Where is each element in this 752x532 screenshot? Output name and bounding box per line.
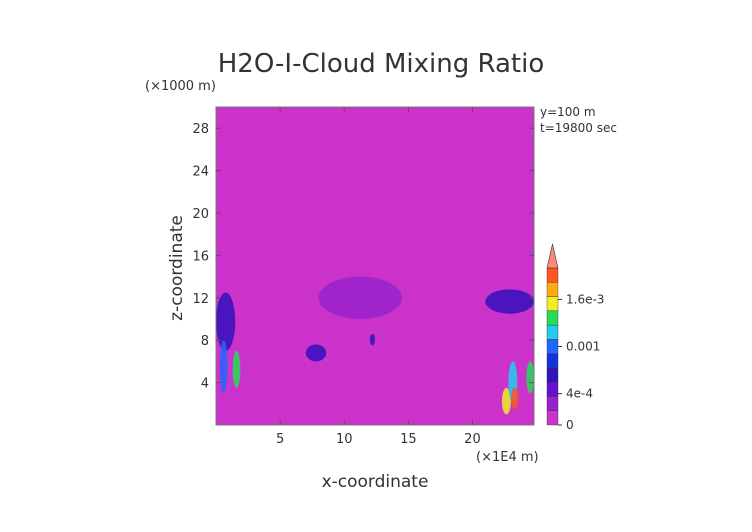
- y-axis-unit: (×1000 m): [145, 79, 216, 94]
- colorbar-segment: [546, 339, 559, 354]
- colorbar-overflow-arrow: [546, 243, 559, 269]
- x-tick-label: 15: [400, 432, 417, 447]
- annotation-t: t=19800 sec: [540, 121, 617, 135]
- y-tick-label: 20: [192, 207, 209, 222]
- x-tick-label: 10: [336, 432, 353, 447]
- colorbar-label: 0.001: [566, 340, 600, 354]
- heatmap-cell: [526, 361, 534, 394]
- x-axis-unit: (×1E4 m): [476, 450, 539, 465]
- y-tick-label: 4: [201, 377, 209, 392]
- heatmap-cell: [510, 387, 519, 410]
- plot-area: [215, 106, 535, 426]
- y-tick-label: 16: [192, 249, 209, 264]
- colorbar-segment: [546, 282, 559, 297]
- colorbar-label: 0: [566, 418, 574, 432]
- colorbar-segment: [546, 410, 559, 426]
- y-axis-label: z-coordinate: [167, 215, 187, 321]
- colorbar-segment: [546, 267, 559, 283]
- x-tick-label: 5: [276, 432, 284, 447]
- colorbar-segment: [546, 367, 559, 383]
- colorbar: 1.6e-3 0.001 4e-4 0: [546, 243, 604, 432]
- heatmap-cell: [219, 340, 228, 394]
- y-tick-label: 8: [201, 334, 209, 349]
- x-tick-label: 20: [464, 432, 481, 447]
- colorbar-segment: [546, 381, 559, 397]
- axis-ticks: 4 8 12 16 20 24 28 5 10 15 20: [192, 107, 534, 447]
- colorbar-segment: [546, 396, 559, 411]
- y-tick-label: 24: [192, 165, 209, 180]
- heatmap-cell: [501, 387, 511, 415]
- heatmap-cell: [216, 292, 236, 351]
- colorbar-segment: [546, 353, 559, 369]
- heatmap-cell: [485, 289, 534, 314]
- plot-frame: [215, 106, 535, 426]
- colorbar-segment: [546, 324, 559, 340]
- heatmap-cell: [369, 333, 375, 346]
- colorbar-label: 1.6e-3: [566, 292, 604, 306]
- colorbar-segment: [546, 296, 559, 312]
- heatmap-cell: [318, 276, 402, 319]
- x-axis-label: x-coordinate: [322, 472, 429, 492]
- y-tick-label: 28: [192, 122, 209, 137]
- heatmap-cell: [305, 344, 327, 362]
- annotation-y: y=100 m: [540, 105, 596, 119]
- heatmap-background: [216, 107, 534, 425]
- chart-title: H2O-I-Cloud Mixing Ratio: [218, 49, 545, 79]
- y-tick-label: 12: [192, 292, 209, 307]
- heatmap-cell: [232, 350, 241, 388]
- colorbar-label: 4e-4: [566, 387, 593, 401]
- colorbar-segment: [546, 310, 559, 326]
